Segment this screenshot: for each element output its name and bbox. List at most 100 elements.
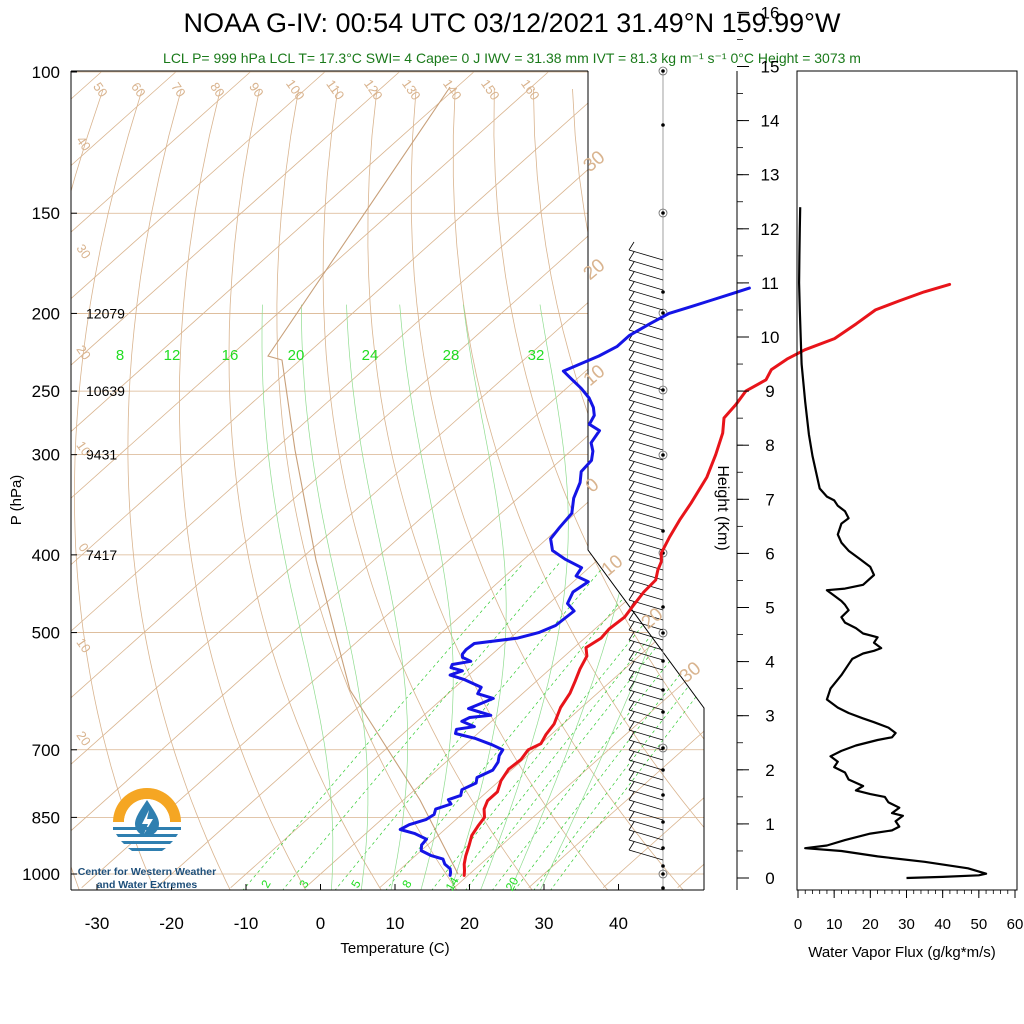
wind-barb bbox=[628, 259, 664, 271]
y-tick-label: 100 bbox=[32, 63, 60, 82]
adiabat-label: 110 bbox=[323, 77, 347, 103]
wind-barb bbox=[628, 351, 635, 361]
wind-barb bbox=[628, 249, 664, 261]
barb-dot bbox=[661, 793, 665, 797]
wind-barb bbox=[628, 509, 664, 521]
dry-adiabat bbox=[885, 89, 1024, 891]
barb-dot bbox=[661, 886, 665, 890]
wind-barb bbox=[628, 379, 664, 391]
barb-mask bbox=[588, 71, 720, 890]
wind-barb bbox=[628, 399, 664, 411]
mixing-ratio-line bbox=[334, 563, 607, 890]
wind-barb bbox=[628, 359, 664, 371]
wind-barb bbox=[628, 641, 635, 651]
height-tick-label: 15 bbox=[761, 58, 780, 77]
calm-circle bbox=[658, 743, 668, 753]
dry-adiabat bbox=[846, 89, 1024, 891]
wind-barb bbox=[628, 429, 664, 441]
moist-adiabat bbox=[480, 304, 569, 890]
barb-dot bbox=[661, 864, 665, 868]
wind-barb bbox=[628, 621, 635, 631]
y-tick-label: 700 bbox=[32, 741, 60, 760]
wind-barb bbox=[628, 389, 664, 401]
wind-barb bbox=[628, 451, 635, 461]
wind-barb bbox=[628, 781, 635, 791]
calm-circle bbox=[658, 208, 668, 218]
adiabat-label: 90 bbox=[246, 79, 267, 99]
barb-dot bbox=[661, 211, 665, 215]
height-tick-label: 16 bbox=[761, 3, 780, 22]
wind-barb bbox=[628, 339, 664, 351]
isotherm-line bbox=[71, 71, 400, 366]
moist-adiabat bbox=[261, 304, 334, 890]
wind-barb bbox=[628, 739, 664, 751]
wind-barb bbox=[628, 721, 635, 731]
mixing-ratio-line bbox=[242, 563, 524, 890]
wind-barb bbox=[628, 449, 664, 461]
y-tick-label: 200 bbox=[32, 304, 60, 323]
wind-barb bbox=[628, 419, 664, 431]
dry-adiabat bbox=[228, 88, 382, 890]
y-tick-label: 850 bbox=[32, 808, 60, 827]
wind-barb bbox=[628, 659, 664, 671]
y-tick-label: 150 bbox=[32, 204, 60, 223]
height-tick-label: 0 bbox=[765, 869, 774, 888]
adiabat-label: 80 bbox=[207, 79, 228, 99]
x-tick-label: 0 bbox=[316, 914, 325, 933]
moist-adiabat bbox=[301, 304, 369, 890]
barb-dot bbox=[661, 872, 665, 876]
wind-barb bbox=[628, 671, 635, 681]
wind-barb bbox=[628, 581, 635, 591]
height-tick-label: 13 bbox=[761, 166, 780, 185]
isotherm-label: 10 bbox=[73, 438, 94, 458]
adiabat-label: 120 bbox=[361, 77, 386, 103]
mixing-ratio-label: 32 bbox=[528, 347, 545, 364]
barb-dot bbox=[661, 123, 665, 127]
wind-barb bbox=[628, 459, 664, 471]
height-tick-label: 7 bbox=[765, 490, 774, 509]
wind-barb bbox=[628, 841, 635, 851]
wind-barb bbox=[628, 749, 664, 761]
adiabat-label: 50 bbox=[90, 79, 111, 99]
barb-dot bbox=[661, 710, 665, 714]
isotherm-line bbox=[71, 264, 704, 832]
x-tick-label: 40 bbox=[609, 914, 628, 933]
dry-adiabat bbox=[127, 88, 231, 890]
wind-barb bbox=[628, 809, 664, 821]
y-axis-label: P (hPa) bbox=[8, 475, 25, 526]
wind-barb bbox=[628, 831, 635, 841]
wind-barb bbox=[628, 409, 664, 421]
dry-adiabat bbox=[178, 88, 307, 890]
wind-barb bbox=[628, 589, 664, 601]
chart-title: NOAA G-IV: 00:54 UTC 03/12/2021 31.49°N … bbox=[183, 8, 841, 38]
dry-adiabat bbox=[276, 88, 458, 890]
wind-barb bbox=[628, 401, 635, 411]
wind-barb bbox=[628, 709, 664, 721]
wind-barb bbox=[628, 361, 635, 371]
flux-frame bbox=[796, 70, 1018, 891]
wind-barb bbox=[628, 819, 664, 831]
wind-barb bbox=[628, 279, 664, 291]
wind-barb bbox=[628, 799, 664, 811]
wind-barb bbox=[628, 701, 635, 711]
wind-barb bbox=[628, 441, 635, 451]
wind-barb bbox=[628, 699, 664, 711]
wind-barb bbox=[628, 241, 635, 251]
wind-barb bbox=[628, 289, 664, 301]
flux-x-tick-label: 10 bbox=[826, 916, 843, 933]
wind-barb bbox=[628, 679, 664, 691]
isotherm-line bbox=[752, 72, 1024, 888]
barb-dot bbox=[661, 820, 665, 824]
dry-adiabat bbox=[689, 88, 704, 172]
mixing-ratio-label: 8 bbox=[399, 877, 415, 890]
wind-barb bbox=[628, 639, 664, 651]
barb-dot bbox=[661, 290, 665, 294]
wind-barb bbox=[628, 269, 664, 281]
x-axis-label: Temperature (C) bbox=[340, 940, 449, 957]
wind-barb bbox=[628, 801, 635, 811]
isotherm-label: 20 bbox=[73, 342, 94, 362]
mixing-ratio-label: 14 bbox=[443, 874, 462, 893]
mixing-ratio-label: 20 bbox=[503, 874, 522, 893]
height-label: 7417 bbox=[86, 547, 117, 563]
wind-barb bbox=[628, 481, 635, 491]
